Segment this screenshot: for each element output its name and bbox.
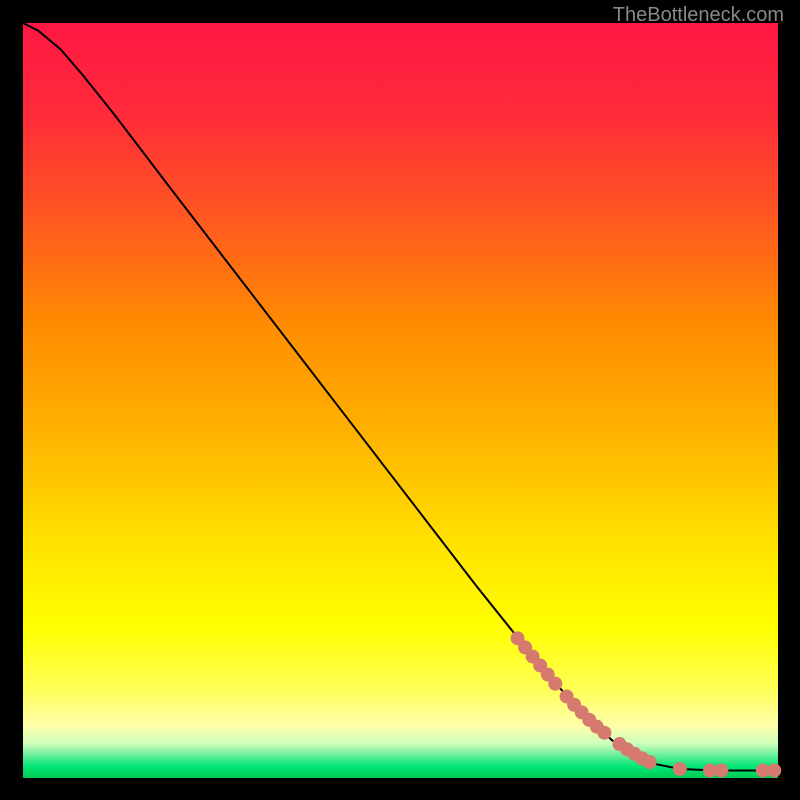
data-marker: [767, 763, 781, 777]
gradient-background: [23, 23, 778, 778]
bottleneck-chart: [0, 0, 800, 800]
data-marker: [673, 762, 687, 776]
data-marker: [714, 763, 728, 777]
data-marker: [643, 755, 657, 769]
data-marker: [597, 726, 611, 740]
data-marker: [548, 677, 562, 691]
watermark-text: TheBottleneck.com: [613, 4, 784, 27]
